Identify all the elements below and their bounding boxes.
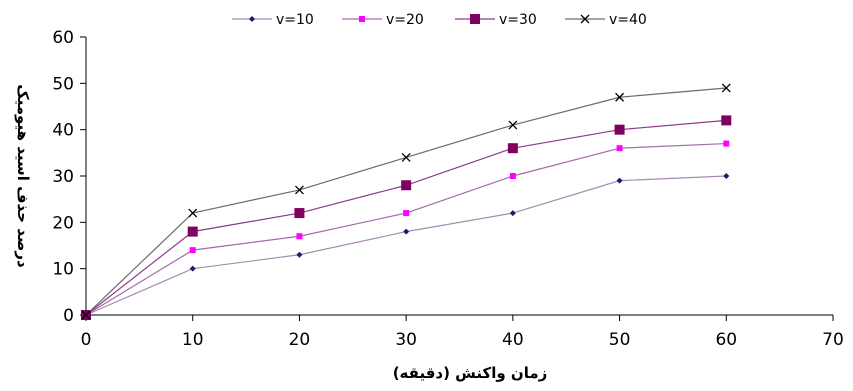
data-point [509, 210, 516, 217]
legend-label: v=30 [499, 12, 537, 28]
y-tick-label: 60 [52, 28, 74, 48]
x-tick-label: 40 [502, 330, 524, 350]
data-point [401, 180, 412, 191]
legend-entry: v=40 [565, 12, 647, 28]
data-point [403, 228, 410, 235]
legend-entry: v=20 [342, 12, 424, 28]
data-point [507, 143, 518, 154]
data-point-stroke [721, 83, 731, 93]
y-tick-label: 40 [52, 121, 74, 141]
data-point [615, 92, 625, 102]
data-point [508, 120, 518, 130]
data-point-stroke [508, 120, 518, 130]
legend: v=10 v=20 v=30 v=40 [232, 12, 647, 28]
y-tick-label: 30 [52, 167, 74, 187]
data-point [723, 173, 730, 179]
data-point [189, 247, 196, 254]
data-point [509, 173, 516, 179]
data-point-stroke [580, 14, 590, 24]
data-point [188, 208, 198, 218]
x-tick-label: 70 [822, 330, 844, 350]
data-point-stroke [401, 153, 411, 162]
legend-entry: v=30 [455, 12, 537, 28]
data-point [723, 140, 730, 147]
axes: 0 10 20 30 40 50 60 0 10 20 30 40 50 60 70 [52, 28, 843, 350]
legend-label: v=40 [609, 12, 647, 28]
data-point-stroke [615, 92, 625, 102]
data-point-stroke [81, 310, 91, 320]
x-axis-label: زمان واکنش (دقیقه) [393, 364, 548, 382]
series-line [85, 119, 727, 316]
data-point [81, 310, 91, 320]
data-point [249, 16, 255, 22]
x-tick-label: 0 [81, 330, 92, 350]
series-line [85, 175, 727, 316]
data-point [580, 14, 590, 24]
data-point [187, 226, 198, 237]
data-point-stroke [294, 185, 304, 195]
series-line [85, 87, 727, 316]
y-tick-label: 20 [52, 213, 74, 233]
legend-label: v=20 [386, 12, 424, 28]
plot-area [81, 83, 732, 320]
data-point [614, 124, 625, 135]
data-point [721, 83, 731, 93]
data-point-stroke [188, 208, 198, 218]
legend-label: v=10 [276, 12, 314, 28]
data-point [470, 14, 480, 24]
x-tick-label: 20 [289, 330, 311, 350]
y-axis-label: درصد حذف اسید هیومیک [14, 84, 32, 268]
data-point [296, 251, 303, 258]
data-point [294, 208, 305, 219]
data-point [616, 145, 623, 152]
data-point [359, 16, 365, 22]
x-tick-label: 50 [609, 330, 631, 350]
x-tick-label: 60 [715, 330, 737, 350]
legend-entry: v=10 [232, 12, 314, 28]
data-point [189, 265, 196, 272]
data-point [721, 115, 732, 126]
x-tick-label: 10 [182, 330, 204, 350]
data-point [403, 210, 410, 217]
y-tick-label: 50 [52, 74, 74, 94]
data-point [616, 177, 623, 184]
x-tick-label: 30 [395, 330, 417, 350]
data-point [294, 185, 304, 195]
y-tick-label: 10 [52, 260, 74, 280]
y-tick-label: 0 [63, 306, 74, 326]
data-point [401, 153, 411, 162]
data-point [296, 233, 303, 240]
